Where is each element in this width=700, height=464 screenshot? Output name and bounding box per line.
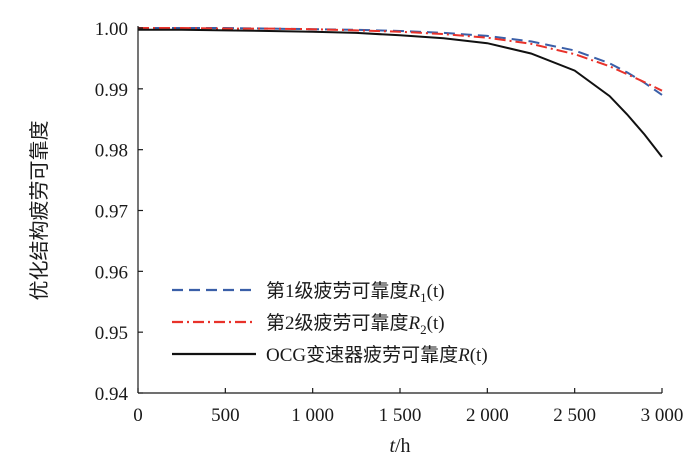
y-tick-label: 0.99 <box>95 80 128 101</box>
x-axis-title: t/h <box>389 435 410 457</box>
x-tick-label: 2 000 <box>466 405 509 426</box>
series-line-2 <box>138 27 663 92</box>
x-tick-label: 1 500 <box>379 405 422 426</box>
legend: 第1级疲劳可靠度R1(t) 第2级疲劳可靠度R2(t) OCG变速器疲劳可靠度R(t… <box>172 280 488 366</box>
x-tick-label: 2 500 <box>553 405 596 426</box>
x-tick-label: 3 000 <box>641 405 684 426</box>
x-tick-label: 1 000 <box>291 405 334 426</box>
series-line-1 <box>138 27 663 96</box>
x-tick-label: 0 <box>133 405 143 426</box>
y-tick-label: 0.97 <box>95 202 128 223</box>
legend-label-3: OCG变速器疲劳可靠度R(t) <box>266 344 488 366</box>
series-layer <box>138 27 663 158</box>
y-tick-label: 0.98 <box>95 141 128 162</box>
x-axis-title-italic: t <box>389 435 395 457</box>
series-line-3 <box>138 28 663 158</box>
y-tick-label: 0.96 <box>95 262 128 283</box>
y-tick-label: 0.95 <box>95 323 128 344</box>
y-axis-title: 优化结构疲劳可靠度 <box>27 121 51 301</box>
y-ticks: 0.94 0.95 0.96 0.97 0.98 0.99 1.00 <box>95 19 143 405</box>
x-axis-title-unit: /h <box>395 435 411 457</box>
x-ticks: 0 500 1 000 1 500 2 000 2 500 3 000 <box>133 388 683 426</box>
y-tick-label: 0.94 <box>95 384 129 405</box>
legend-label-2: 第2级疲劳可靠度R2(t) <box>266 312 445 337</box>
x-tick-label: 500 <box>211 405 240 426</box>
y-tick-label: 1.00 <box>95 19 128 40</box>
legend-label-1: 第1级疲劳可靠度R1(t) <box>266 280 445 305</box>
